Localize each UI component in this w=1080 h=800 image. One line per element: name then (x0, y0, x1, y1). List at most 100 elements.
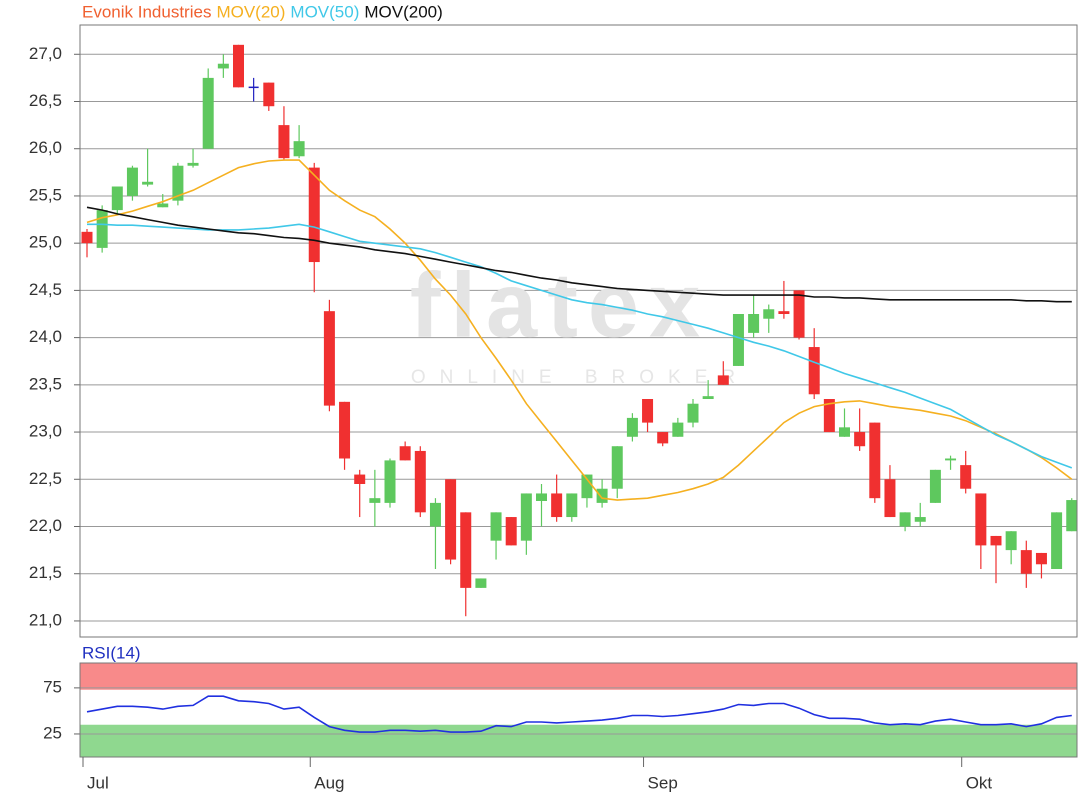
candle-body (732, 314, 744, 366)
candle-body (475, 578, 487, 588)
candle-body (445, 479, 457, 560)
candle-body (217, 63, 229, 69)
candle-body (293, 141, 305, 157)
candle-body (778, 311, 790, 314)
candle-body (142, 181, 154, 185)
candle-body (339, 401, 351, 459)
candle-body (96, 210, 108, 248)
candle-body (536, 493, 547, 501)
legend-entry: MOV(200) (364, 2, 442, 21)
candle-body (929, 469, 941, 503)
candle-body (233, 44, 244, 88)
y-tick-label: 25 (43, 723, 62, 742)
candle-body (793, 290, 805, 338)
ma-line (86, 159, 1073, 501)
x-tick-label: Sep (648, 773, 678, 792)
legend-entry: Evonik Industries (82, 2, 211, 21)
candle-body (187, 162, 199, 166)
candle-body (854, 432, 866, 447)
candle-body (1020, 550, 1032, 574)
candle-body (823, 399, 835, 433)
candle-body (369, 498, 381, 503)
candle-body (657, 432, 669, 444)
plot-border (79, 24, 1078, 638)
x-tick-label: Jul (87, 773, 109, 792)
candle-body (323, 311, 335, 406)
candle-body (111, 186, 123, 211)
candle-body (460, 512, 472, 588)
candle-body (702, 396, 714, 399)
y-tick-label: 22,5 (29, 469, 62, 488)
plot-border (79, 662, 1078, 758)
ma-line (87, 223, 1073, 469)
candle-body (520, 493, 532, 541)
candle-body (126, 167, 138, 196)
candle-body (611, 446, 623, 489)
y-tick-label: 26,5 (29, 91, 62, 110)
candle-body (202, 77, 214, 149)
candle-body (672, 422, 684, 437)
candle-body (414, 450, 426, 513)
candle-body (566, 493, 578, 518)
candle-body (1066, 500, 1078, 532)
y-tick-label: 21,5 (29, 563, 62, 582)
y-tick-label: 23,5 (29, 374, 62, 393)
candle-body (81, 231, 93, 244)
panel-title: RSI(14) (82, 643, 141, 662)
y-tick-label: 26,0 (29, 138, 62, 157)
watermark: flatex (410, 254, 710, 356)
candle-body (642, 399, 654, 423)
rsi-line (86, 695, 1072, 733)
candle-body (384, 460, 396, 503)
candle-body (172, 165, 184, 201)
ma-line (86, 206, 1072, 303)
candle-body (626, 417, 638, 437)
y-tick-label: 25,0 (29, 233, 62, 252)
legend-entry: MOV(50) (290, 2, 359, 21)
x-tick-label: Aug (314, 773, 344, 792)
y-tick-label: 25,5 (29, 185, 62, 204)
candle-body (263, 82, 275, 107)
candle-body (308, 167, 320, 263)
candle-body (490, 512, 502, 541)
y-tick-label: 23,0 (29, 422, 62, 441)
candle-body (884, 479, 896, 518)
candle-body (157, 203, 169, 208)
y-tick-label: 24,0 (29, 327, 62, 346)
candle-body (717, 375, 729, 385)
candle-body (1051, 512, 1063, 569)
candle-body (1005, 531, 1017, 551)
candle-body (990, 535, 1002, 546)
candle-body (899, 512, 911, 527)
candle-body (960, 465, 972, 489)
x-tick-label: Okt (966, 773, 993, 792)
candle-body (399, 446, 411, 461)
y-tick-label: 27,0 (29, 44, 62, 63)
candle-body (945, 458, 957, 461)
candle-body (505, 517, 517, 546)
candle-body (975, 493, 987, 546)
candle-body (687, 403, 699, 423)
candle-body (581, 474, 593, 499)
candle-body (1035, 552, 1047, 565)
y-tick-label: 22,0 (29, 516, 62, 535)
candle-body (869, 422, 881, 499)
y-tick-label: 21,0 (29, 610, 62, 629)
y-tick-label: 75 (43, 677, 62, 696)
candle-body (278, 125, 290, 159)
plot-area (80, 25, 1077, 637)
band (80, 724, 1077, 757)
candle-body (748, 314, 760, 333)
watermark-sub: ONLINE BROKER (411, 367, 749, 388)
candle-body (839, 427, 850, 437)
candle-body (808, 347, 820, 395)
legend-entry: MOV(20) (216, 2, 285, 21)
candle-body (763, 309, 775, 319)
candle-body (429, 502, 441, 527)
band (80, 663, 1077, 690)
candle-body (596, 488, 608, 503)
y-tick-label: 24,5 (29, 280, 62, 299)
candle-body (551, 493, 563, 518)
candle-body (354, 474, 366, 484)
